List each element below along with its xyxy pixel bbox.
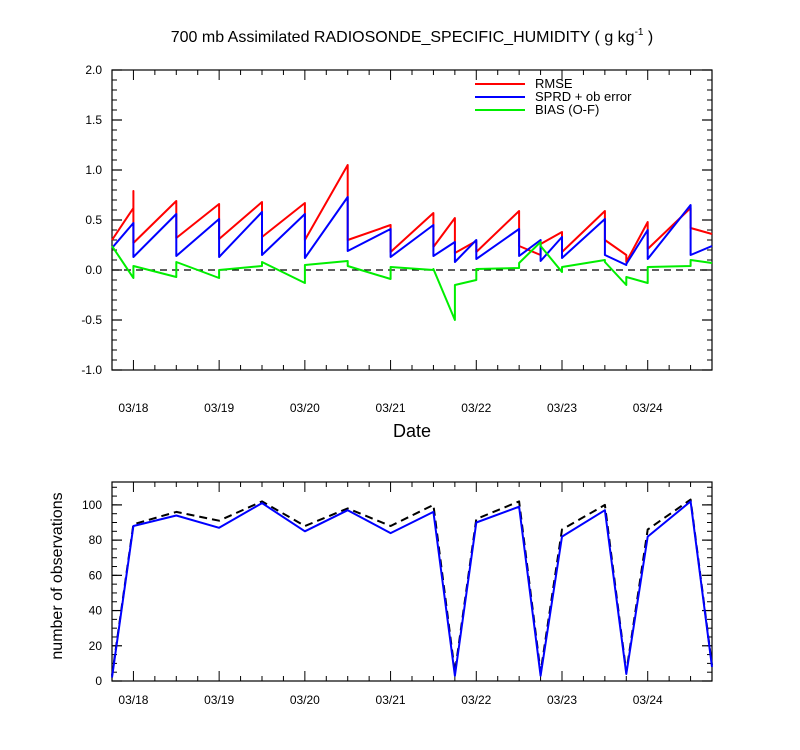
top-y-tick-label: -0.5 bbox=[81, 313, 102, 327]
bottom-series-line-possible-observations bbox=[111, 498, 713, 676]
top-x-tick-label: 03/23 bbox=[547, 401, 577, 415]
top-y-tick-label: 2.0 bbox=[85, 63, 102, 77]
bottom-x-tick-label: 03/22 bbox=[461, 693, 491, 707]
legend-label: BIAS (O-F) bbox=[535, 102, 599, 117]
top-series-line-bias-o-f- bbox=[111, 241, 713, 321]
top-series-line-rmse bbox=[111, 164, 713, 263]
bottom-x-tick-label: 03/19 bbox=[204, 693, 234, 707]
top-y-tick-label: 0.5 bbox=[85, 213, 102, 227]
top-x-tick-label: 03/24 bbox=[633, 401, 663, 415]
top-x-tick-label: 03/19 bbox=[204, 401, 234, 415]
bottom-chart: 100 80 60 40 20 0 03/18 03/19 03/20 03/21 03/22 03/… bbox=[82, 481, 713, 707]
top-x-tick-label: 03/21 bbox=[376, 401, 406, 415]
top-y-tick-label: 1.5 bbox=[85, 113, 102, 127]
bottom-plot-frame bbox=[111, 481, 713, 682]
bottom-series-line-assimilated-observations bbox=[111, 500, 713, 678]
top-x-tick-label: 03/18 bbox=[118, 401, 148, 415]
bottom-y-tick-label: 60 bbox=[89, 568, 103, 582]
bottom-x-tick-label: 03/23 bbox=[547, 693, 577, 707]
top-plot-frame bbox=[111, 69, 713, 371]
chart-title-exponent: -1 bbox=[635, 27, 644, 38]
legend-label: RMSE bbox=[535, 76, 573, 91]
bottom-x-tick-label: 03/20 bbox=[290, 693, 320, 707]
chart-title-suffix: ) bbox=[643, 29, 653, 46]
bottom-y-tick-label: 0 bbox=[95, 674, 102, 688]
bottom-y-tick-label: 20 bbox=[89, 639, 103, 653]
top-x-tick-label: 03/22 bbox=[461, 401, 491, 415]
bottom-x-tick-label: 03/21 bbox=[376, 693, 406, 707]
top-y-tick-label: -1.0 bbox=[81, 363, 102, 377]
bottom-y-tick-label: 80 bbox=[89, 533, 103, 547]
chart-title: 700 mb Assimilated RADIOSONDE_SPECIFIC_H… bbox=[171, 27, 654, 46]
bottom-y-tick-label: 40 bbox=[89, 604, 103, 618]
top-y-tick-label: 0.0 bbox=[85, 263, 102, 277]
top-x-tick-label: 03/20 bbox=[290, 401, 320, 415]
top-chart: 2.0 1.5 1.0 0.5 0.0 -0.5 -1.0 03/18 03/19 03/20 03… bbox=[81, 63, 713, 415]
top-y-tick-label: 1.0 bbox=[85, 163, 102, 177]
bottom-chart-ylabel: number of observations bbox=[49, 492, 66, 659]
bottom-x-tick-label: 03/18 bbox=[118, 693, 148, 707]
bottom-y-tick-label: 100 bbox=[82, 498, 102, 512]
top-chart-xlabel: Date bbox=[393, 421, 431, 441]
legend-label: SPRD + ob error bbox=[535, 89, 632, 104]
bottom-x-tick-label: 03/24 bbox=[633, 693, 663, 707]
top-series-line-sprd-ob-error bbox=[111, 196, 713, 266]
